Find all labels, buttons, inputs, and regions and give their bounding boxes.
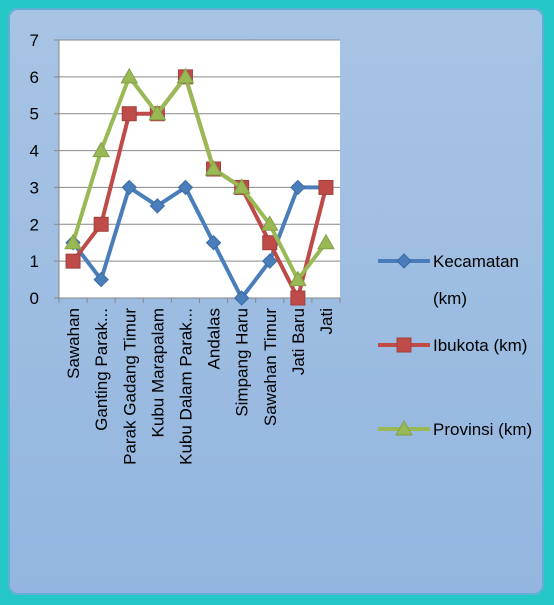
legend-item: Ibukota (km) <box>378 336 527 355</box>
legend-label: (km) <box>433 289 467 308</box>
square-point <box>93 216 109 232</box>
diamond-point <box>121 179 137 196</box>
diamond-point <box>262 253 278 269</box>
series-layer <box>64 67 335 306</box>
diamond-point <box>93 271 109 288</box>
triangle-point <box>260 215 279 231</box>
x-tick-label: Jati Baru <box>289 308 308 375</box>
square-point <box>121 106 137 122</box>
y-axis-ticks: 0 1 2 3 4 5 6 7 <box>30 31 39 308</box>
square-point <box>65 253 81 269</box>
series-1 <box>65 179 334 306</box>
x-tick-label: Parak Gadang Timur <box>120 308 139 465</box>
x-tick-label: Sawahan Timur <box>261 308 280 426</box>
x-tick-label: Ganting Parak... <box>92 308 111 431</box>
triangle-point <box>92 141 111 158</box>
legend-label: Ibukota (km) <box>433 336 527 355</box>
legend-marker <box>396 253 412 269</box>
triangle-point <box>232 178 251 194</box>
diamond-point <box>205 235 222 251</box>
x-tick-label: Sawahan <box>64 308 83 379</box>
square-point <box>262 235 278 251</box>
x-axis-ticks: Sawahan Ganting Parak... Parak Gadang Timu… <box>64 308 336 465</box>
y-tick-label: 4 <box>30 142 39 161</box>
x-tick-label: Jati <box>317 308 336 334</box>
triangle-point <box>204 159 223 176</box>
triangle-point <box>120 67 139 84</box>
triangle-point <box>288 270 307 287</box>
triangle-point <box>64 233 82 250</box>
y-tick-label: 3 <box>30 178 39 197</box>
y-tick-label: 6 <box>30 68 39 87</box>
x-tick-label: Kubu Dalam Parak... <box>176 308 195 465</box>
plot-area <box>59 40 340 298</box>
y-tick-label: 1 <box>30 252 39 271</box>
diamond-point <box>290 179 306 196</box>
legend-marker <box>395 419 413 436</box>
y-tick-label: 0 <box>30 289 39 308</box>
diamond-point <box>233 290 250 306</box>
x-tick-label: Simpang Haru <box>233 308 252 417</box>
square-point <box>318 179 334 195</box>
square-point <box>290 290 306 306</box>
y-tick-label: 5 <box>30 105 39 124</box>
triangle-point <box>176 67 195 84</box>
series-line <box>71 185 326 300</box>
line-chart: 0 1 2 3 4 5 6 7 Sawahan Ganting Parak... Parak Ga… <box>30 31 533 465</box>
legend-label: Provinsi (km) <box>433 420 532 439</box>
y-tick-label: 2 <box>30 215 39 234</box>
x-tick-label: Andalas <box>205 308 224 369</box>
series-line <box>71 74 328 282</box>
triangle-point <box>317 233 335 250</box>
x-tick-label: Kubu Marapalam <box>148 308 167 437</box>
diamond-point <box>149 198 166 214</box>
legend-item: Kecamatan (km) <box>378 252 519 308</box>
legend-label: Kecamatan <box>433 252 519 271</box>
y-tick-label: 7 <box>30 31 39 50</box>
legend: Kecamatan (km) Ibukota (km) Provinsi (km) <box>378 252 532 439</box>
chart-frame: 0 1 2 3 4 5 6 7 Sawahan Ganting Parak... Parak Ga… <box>8 8 544 595</box>
series-3 <box>64 67 335 287</box>
legend-item: Provinsi (km) <box>378 419 532 439</box>
triangle-point <box>148 104 167 121</box>
diamond-point <box>177 179 194 196</box>
legend-marker <box>396 337 412 353</box>
